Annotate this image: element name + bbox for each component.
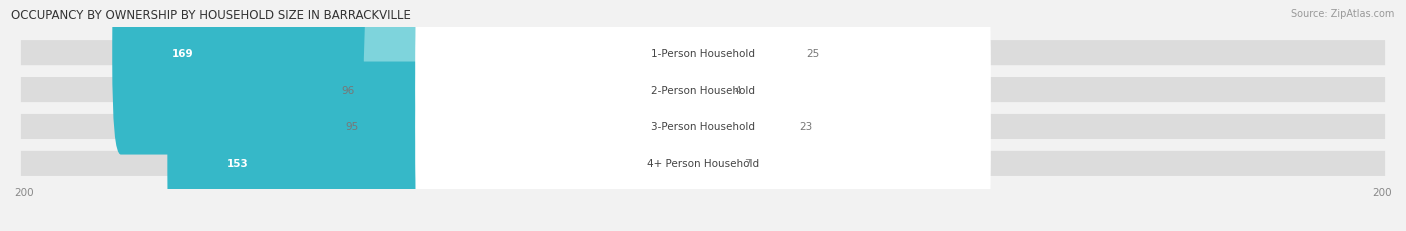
Text: OCCUPANCY BY OWNERSHIP BY HOUSEHOLD SIZE IN BARRACKVILLE: OCCUPANCY BY OWNERSHIP BY HOUSEHOLD SIZE…	[11, 9, 411, 22]
FancyBboxPatch shape	[21, 78, 1385, 103]
FancyBboxPatch shape	[364, 0, 711, 192]
FancyBboxPatch shape	[167, 62, 711, 231]
Text: Source: ZipAtlas.com: Source: ZipAtlas.com	[1291, 9, 1395, 19]
Text: 96: 96	[342, 85, 356, 95]
Text: 4: 4	[734, 85, 741, 95]
Text: 25: 25	[807, 49, 820, 58]
Text: 3-Person Household: 3-Person Household	[651, 122, 755, 132]
Text: 7: 7	[744, 159, 751, 169]
FancyBboxPatch shape	[415, 28, 991, 231]
Text: 4+ Person Household: 4+ Person Household	[647, 159, 759, 169]
Text: 200: 200	[14, 187, 34, 197]
FancyBboxPatch shape	[415, 0, 991, 225]
FancyBboxPatch shape	[695, 62, 735, 231]
Text: 2-Person Household: 2-Person Household	[651, 85, 755, 95]
Text: 169: 169	[172, 49, 194, 58]
FancyBboxPatch shape	[695, 0, 725, 192]
Text: 1-Person Household: 1-Person Household	[651, 49, 755, 58]
FancyBboxPatch shape	[367, 25, 711, 228]
FancyBboxPatch shape	[415, 0, 991, 231]
Text: 95: 95	[346, 122, 359, 132]
FancyBboxPatch shape	[21, 114, 1385, 140]
FancyBboxPatch shape	[695, 0, 797, 155]
Text: 153: 153	[228, 159, 249, 169]
FancyBboxPatch shape	[21, 41, 1385, 66]
FancyBboxPatch shape	[21, 151, 1385, 176]
FancyBboxPatch shape	[112, 0, 711, 155]
FancyBboxPatch shape	[415, 0, 991, 189]
Text: 200: 200	[1372, 187, 1392, 197]
FancyBboxPatch shape	[695, 25, 790, 228]
Text: 23: 23	[800, 122, 813, 132]
